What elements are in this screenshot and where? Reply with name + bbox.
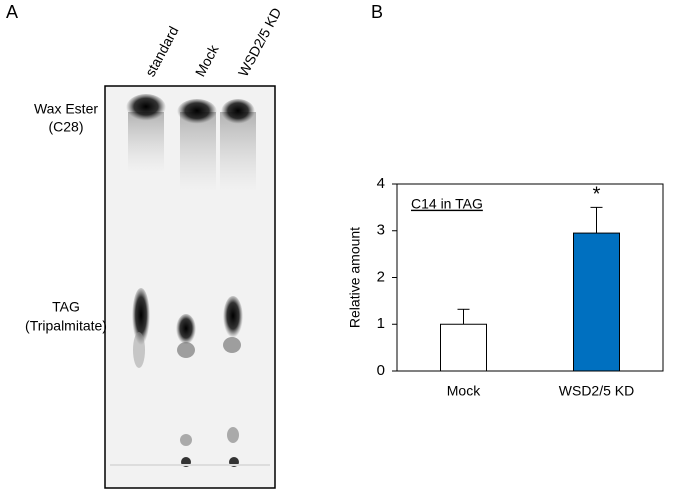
x-tick-label: Mock [447, 383, 481, 399]
band-label: (C28) [48, 119, 83, 135]
y-axis-label: Relative amount [347, 227, 363, 328]
band-label: TAG [52, 299, 80, 315]
panel-label: B [371, 2, 383, 22]
annotation: C14 in TAG [411, 196, 483, 212]
plot-frame [396, 183, 664, 372]
y-tick-label: 1 [377, 315, 385, 332]
band-label: Wax Ester [34, 101, 98, 117]
significance: * [593, 184, 601, 206]
y-tick-label: 4 [377, 175, 385, 192]
y-tick-label: 3 [377, 222, 385, 239]
lane-label: standard [142, 24, 182, 80]
bar [573, 232, 620, 372]
lane-label: Mock [192, 41, 222, 79]
band-label: (Tripalmitate) [25, 318, 107, 334]
bar-chart: 0 1 2 3 4 Relative amount C14 in TAG Mock WSD2/5… [347, 175, 664, 399]
y-tick-label: 0 [377, 362, 385, 379]
bar [440, 323, 487, 372]
lane-label: WSD2/5 KD [235, 5, 285, 79]
tlc-plate [104, 85, 276, 489]
x-tick-label: WSD2/5 KD [559, 383, 634, 399]
y-tick-label: 2 [377, 268, 385, 285]
panel-label: A [6, 2, 18, 22]
error-bar [457, 308, 470, 325]
error-bar [590, 206, 603, 234]
